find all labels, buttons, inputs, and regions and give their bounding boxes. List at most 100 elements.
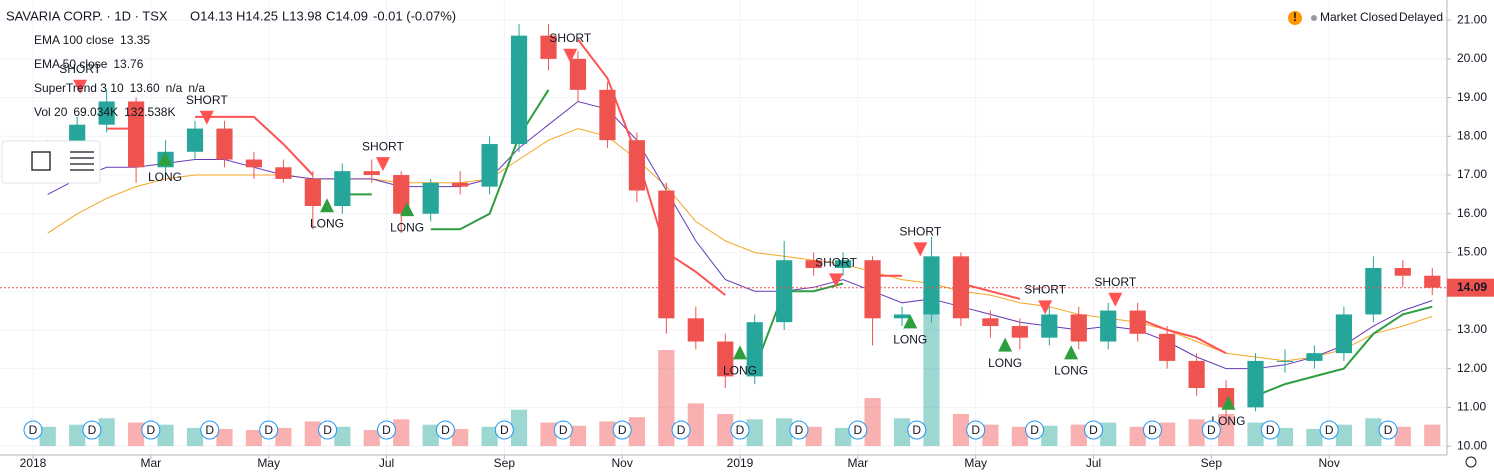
indicator-value: 69.034K <box>73 105 118 119</box>
candle-body <box>1247 360 1264 408</box>
candle-body <box>776 260 793 323</box>
dividend-marker <box>671 420 691 440</box>
settings-icon[interactable] <box>1465 456 1477 468</box>
signal-arrow <box>375 157 390 172</box>
status-icon <box>1288 11 1302 25</box>
candle-body <box>658 190 675 319</box>
dividend-label: D <box>736 423 745 437</box>
signal-arrow <box>998 337 1013 352</box>
header-high: H14.25 <box>236 8 278 23</box>
signal-label: LONG <box>148 170 182 184</box>
dividend-label: D <box>1384 423 1393 437</box>
signal-arrow <box>319 198 334 213</box>
signal-label: SHORT <box>59 62 101 76</box>
indicator-value: 132.538K <box>124 105 175 119</box>
x-tick-label: May <box>257 456 280 470</box>
header-close: C14.09 <box>326 8 368 23</box>
candle-body <box>1335 314 1352 354</box>
header-open: O14.13 <box>190 8 233 23</box>
volume-bar <box>628 417 645 446</box>
candle-body <box>1041 314 1058 338</box>
dividend-label: D <box>146 423 155 437</box>
y-tick-label: 16.00 <box>1457 206 1487 220</box>
volume-bar <box>717 414 734 446</box>
volume-bar <box>157 424 174 446</box>
volume-bar <box>39 426 56 446</box>
volume-bar <box>1188 419 1205 446</box>
volume-bar <box>599 421 616 446</box>
y-tick-label: 19.00 <box>1457 90 1487 104</box>
dividend-marker <box>200 420 220 440</box>
volume-bar <box>776 418 793 446</box>
header-symbol: SAVARIA CORP. · 1D · TSX <box>6 8 168 23</box>
signal-arrow <box>157 151 172 166</box>
dividend-label: D <box>1030 423 1039 437</box>
signal-label: LONG <box>988 356 1022 370</box>
x-tick-label: Sep <box>494 456 516 470</box>
status-dot <box>1311 15 1317 21</box>
signal-arrow <box>563 48 578 63</box>
fib-tool-icon[interactable] <box>70 151 94 171</box>
x-tick-label: Mar <box>847 456 868 470</box>
dividend-marker <box>966 420 986 440</box>
volume-bar <box>245 430 263 446</box>
dividend-label: D <box>1148 423 1157 437</box>
indicator-name: SuperTrend 3 10 <box>34 81 124 95</box>
dividend-label: D <box>29 423 38 437</box>
volume-bar <box>805 426 822 446</box>
candle-body <box>982 318 999 327</box>
signal-arrow <box>1038 300 1053 315</box>
dividend-marker <box>1025 420 1045 440</box>
feed-status: Delayed <box>1399 10 1443 24</box>
candle-body <box>452 182 469 187</box>
indicator-value: 13.35 <box>120 33 150 47</box>
dividend-label: D <box>382 423 391 437</box>
dividend-marker <box>82 420 102 440</box>
candle-body <box>1100 310 1117 342</box>
dividend-marker <box>494 420 514 440</box>
x-tick-label: Sep <box>1201 456 1223 470</box>
x-tick-label: May <box>964 456 987 470</box>
candle-body <box>422 182 439 214</box>
volume-bar <box>422 424 439 446</box>
signal-label: SHORT <box>899 225 941 239</box>
candle-body <box>1276 360 1294 362</box>
candle-body <box>1188 360 1205 389</box>
y-tick-label: 21.00 <box>1457 12 1487 26</box>
y-tick-label: 10.00 <box>1457 438 1487 452</box>
volume-bar <box>1394 426 1411 446</box>
candle-body <box>835 260 852 268</box>
volume-bar <box>1424 424 1441 446</box>
volume-bar <box>452 428 469 446</box>
volume-bar <box>1041 425 1058 446</box>
volume-bar <box>952 414 970 446</box>
x-tick-label: Jul <box>1086 456 1101 470</box>
volume-bar <box>304 421 321 446</box>
dividend-marker <box>1378 420 1398 440</box>
dividend-marker <box>259 420 279 440</box>
x-tick-label: Nov <box>611 456 632 470</box>
dividend-marker <box>907 420 927 440</box>
candle-body <box>1070 314 1087 342</box>
candle-body <box>1129 310 1146 334</box>
dividend-label: D <box>795 423 804 437</box>
volume-bar <box>98 418 115 446</box>
last-price-label: 14.09 <box>1457 280 1487 294</box>
x-tick-label: Nov <box>1318 456 1339 470</box>
volume-bar <box>1159 422 1176 446</box>
volume-bar <box>1365 418 1382 446</box>
dividend-marker <box>1142 420 1162 440</box>
volume-bar <box>1247 422 1264 446</box>
volume-bar <box>1129 426 1146 446</box>
dividend-label: D <box>1325 423 1334 437</box>
signal-arrow <box>1064 345 1079 360</box>
drawing-toolbar[interactable] <box>1 140 101 184</box>
rect-tool-icon[interactable] <box>31 151 51 171</box>
indicator-value: 13.60 <box>130 81 160 95</box>
candle-body <box>540 35 557 59</box>
candle-body <box>1394 267 1411 276</box>
candle-body <box>893 314 911 319</box>
dividend-label: D <box>559 423 568 437</box>
signal-arrow <box>903 314 918 329</box>
